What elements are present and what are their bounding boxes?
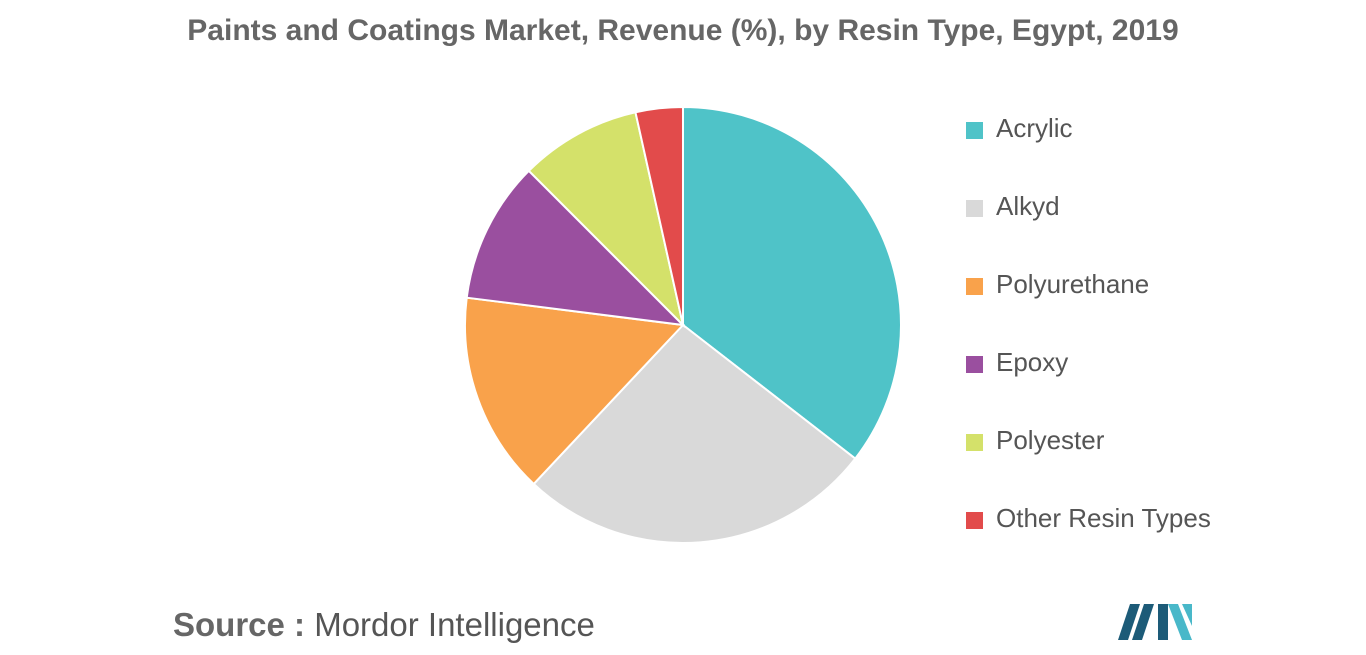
legend-item-polyurethane: Polyurethane	[966, 266, 1266, 344]
pie-slice-epoxy	[465, 169, 686, 327]
legend-item-acrylic: Acrylic	[966, 110, 1266, 188]
legend-item-epoxy: Epoxy	[966, 344, 1266, 422]
pie-slice-alkyd	[532, 323, 857, 544]
mordor-intelligence-logo-icon	[1118, 604, 1192, 640]
legend-swatch	[966, 434, 983, 451]
legend-swatch	[966, 278, 983, 295]
legend-label: Acrylic	[996, 113, 1073, 143]
legend-label: Polyurethane	[996, 269, 1150, 299]
legend-item-other-resin-types: Other Resin Types	[966, 500, 1266, 578]
legend-swatch	[966, 200, 983, 217]
pie-slice-polyester	[527, 111, 685, 329]
source-note: Source : Mordor Intelligence	[173, 606, 595, 644]
legend-label: Epoxy	[996, 347, 1069, 377]
source-text: Mordor Intelligence	[314, 606, 595, 643]
chart-title: Paints and Coatings Market, Revenue (%),…	[187, 14, 1179, 47]
legend-item-alkyd: Alkyd	[966, 188, 1266, 266]
pie-slice-acrylic	[682, 105, 902, 461]
pie-slice-polyurethane	[464, 296, 686, 486]
legend-swatch	[966, 356, 983, 373]
legend-label: Polyester	[996, 425, 1105, 455]
legend-label: Other Resin Types	[996, 503, 1211, 533]
legend-label: Alkyd	[996, 191, 1060, 221]
source-label: Source :	[173, 606, 306, 643]
legend-item-polyester: Polyester	[966, 422, 1266, 500]
chart-legend: Acrylic Alkyd Polyurethane Epoxy Polyester Ot…	[966, 110, 1266, 578]
legend-swatch	[966, 512, 983, 529]
legend-swatch	[966, 122, 983, 139]
pie-slice-other-resin-types	[634, 105, 684, 326]
